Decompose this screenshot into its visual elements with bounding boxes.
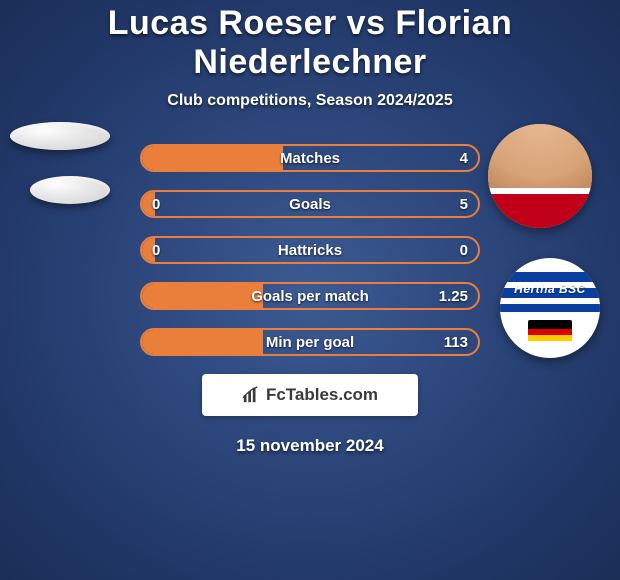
stat-right-value: 4 xyxy=(460,146,468,170)
page-subtitle: Club competitions, Season 2024/2025 xyxy=(0,92,620,110)
stat-label: Hattricks xyxy=(142,238,478,262)
brand-badge: FcTables.com xyxy=(202,374,418,416)
stat-label: Goals per match xyxy=(142,284,478,308)
stat-label: Goals xyxy=(142,192,478,216)
stat-right-value: 1.25 xyxy=(439,284,468,308)
footer-date: 15 november 2024 xyxy=(0,436,620,456)
stat-row: Min per goal113 xyxy=(140,328,480,356)
stat-row: Matches4 xyxy=(140,144,480,172)
brand-chart-icon xyxy=(242,386,260,404)
page-title: Lucas Roeser vs Florian Niederlechner xyxy=(0,4,620,82)
stat-label: Min per goal xyxy=(142,330,478,354)
stat-label: Matches xyxy=(142,146,478,170)
stat-row: 0Goals5 xyxy=(140,190,480,218)
stats-container: Matches40Goals50Hattricks0Goals per matc… xyxy=(0,144,620,356)
stat-row: Goals per match1.25 xyxy=(140,282,480,310)
stat-row: 0Hattricks0 xyxy=(140,236,480,264)
stat-right-value: 113 xyxy=(444,330,468,354)
brand-text: FcTables.com xyxy=(266,385,378,405)
stat-right-value: 0 xyxy=(460,238,468,262)
stat-right-value: 5 xyxy=(460,192,468,216)
